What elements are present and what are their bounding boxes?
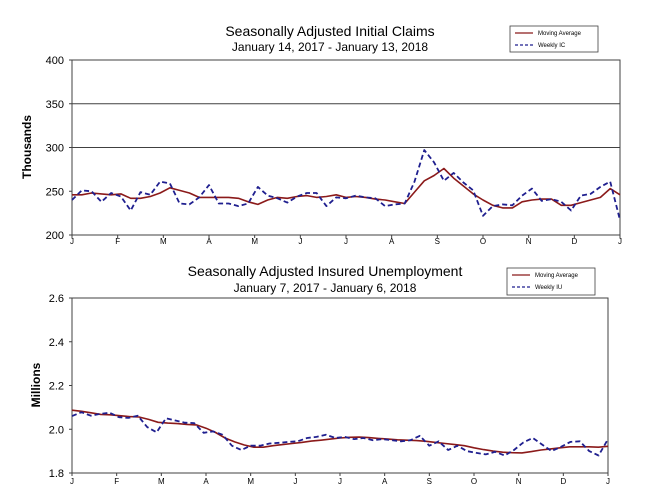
legend-label: Weekly IU [535,285,562,291]
x-tick-label: J [298,237,302,246]
x-tick-label: O [471,477,477,486]
x-tick-label: D [571,237,577,246]
x-tick-label: J [70,237,74,246]
y-axis-label: Thousands [20,115,34,179]
y-tick-label: 2.6 [49,293,64,305]
plot-frame [71,297,609,474]
moving-average-line [72,167,621,209]
chart-title: Seasonally Adjusted Initial Claims [225,23,434,39]
x-tick-label: F [115,237,120,246]
x-tick-label: N [516,477,522,486]
x-tick-label: A [206,237,212,246]
chart-title: Seasonally Adjusted Insured Unemployment [188,263,463,279]
x-tick-label: D [560,477,566,486]
chart-subtitle: January 7, 2017 - January 6, 2018 [234,281,417,295]
legend-box [506,267,596,296]
y-tick-label: 2.0 [49,424,64,436]
x-tick-label: F [114,477,119,486]
x-tick-label: J [618,237,622,246]
weekly-series-line [71,411,609,457]
x-tick-label: J [606,477,610,486]
x-tick-label: N [526,237,532,246]
x-tick-label: J [70,477,74,486]
y-tick-label: 300 [46,143,64,155]
legend: Moving Average Weekly IU [506,267,596,296]
x-tick-label: J [338,477,342,486]
chart-subtitle: January 14, 2017 - January 13, 2018 [232,40,428,54]
legend-label: Weekly IC [538,43,566,49]
insured-unemployment-chart: Seasonally Adjusted Insured Unemployment… [29,263,610,486]
legend: Moving Average Weekly IC [509,25,599,53]
x-tick-label: A [382,477,388,486]
x-tick-label: O [480,237,486,246]
x-tick-label: M [251,237,258,246]
y-tick-label: 2.4 [49,337,64,349]
weekly-series-line [71,149,621,221]
y-tick-label: 400 [46,55,64,67]
x-tick-label: S [427,477,432,486]
x-tick-label: J [344,237,348,246]
x-tick-label: A [203,477,209,486]
x-tick-label: A [389,237,395,246]
y-tick-label: 2.2 [49,381,64,393]
y-axis-label: Millions [29,362,43,407]
initial-claims-chart: Seasonally Adjusted Initial Claims Janua… [20,23,622,246]
x-tick-label: M [160,237,167,246]
legend-label: Moving Average [538,31,582,37]
x-tick-label: J [293,477,297,486]
x-tick-label: M [158,477,165,486]
y-tick-label: 350 [46,99,64,111]
legend-box [509,25,599,53]
y-tick-label: 200 [46,230,64,242]
x-tick-label: S [435,237,440,246]
legend-label: Moving Average [535,273,579,279]
y-tick-label: 250 [46,186,64,198]
x-tick-label: M [247,477,254,486]
moving-average-line [71,409,609,454]
y-tick-label: 1.8 [49,468,64,480]
